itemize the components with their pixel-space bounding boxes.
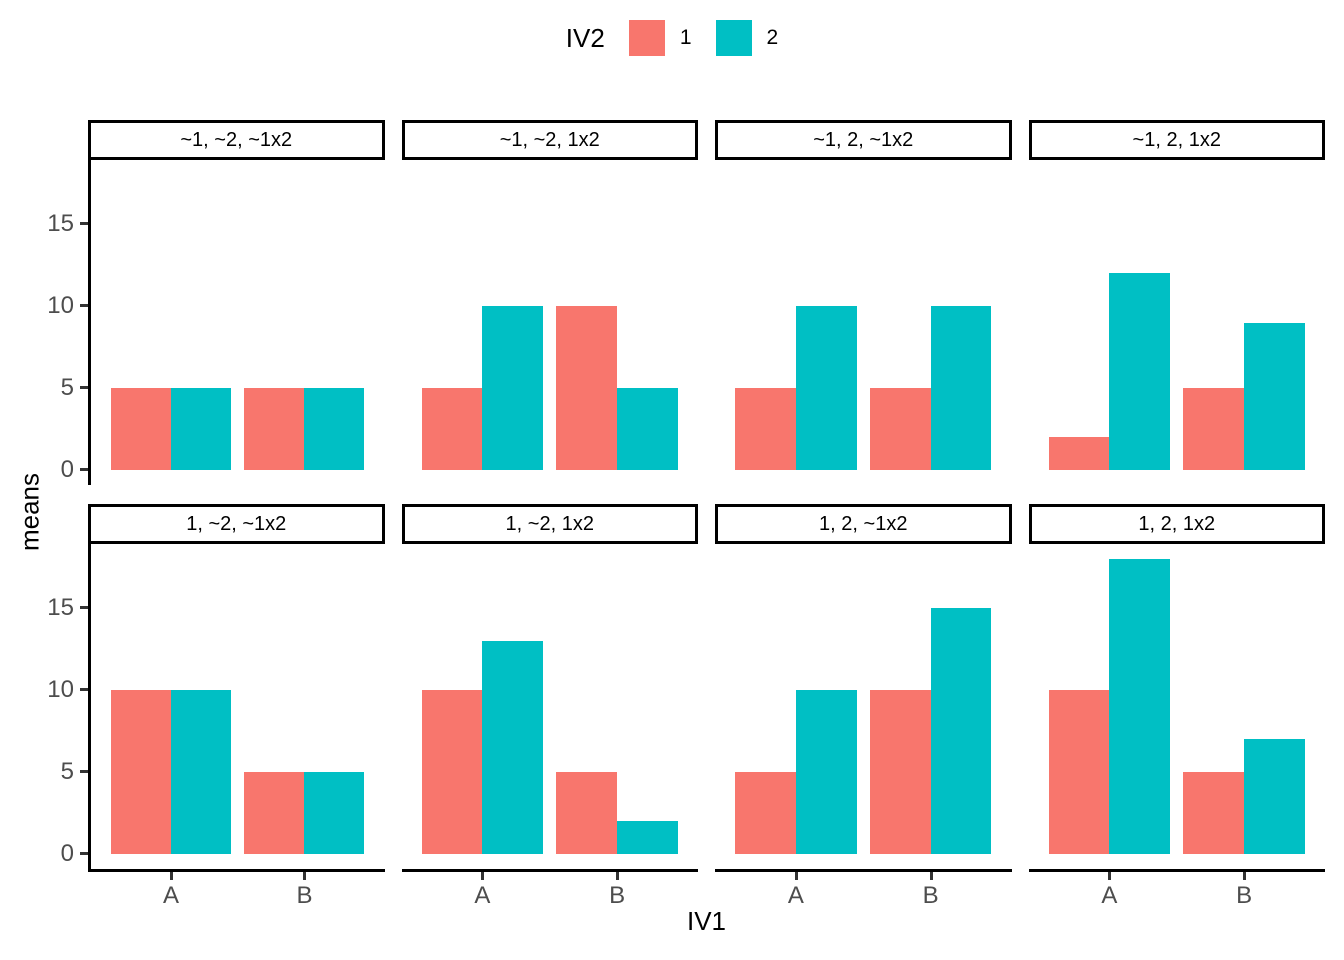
bar-A-iv2-2 [171,690,232,855]
facet-strip: ~1, ~2, ~1x2 [88,120,385,160]
legend-title: IV2 [565,22,605,53]
facet-panel [715,160,1012,485]
bar-A-iv2-2 [1109,273,1170,471]
y-axis-title: means [14,472,45,552]
facet-1: ~1, ~2, ~1x2 0 5 10 15 [47,120,385,485]
y-axis-tick [80,386,88,390]
legend-swatch-iv2-2 [715,20,752,56]
x-axis-tick-label: A [474,882,491,909]
facet-grid: ~1, ~2, ~1x2 0 5 10 15 ~1, ~2, 1x2 ~1, 2, ~1x2… [47,120,1325,908]
x-axis-tick-label: A [1101,882,1118,909]
x-axis-tick-label: B [609,882,626,909]
legend-item-iv2-2: 2 [715,20,779,56]
x-axis-tick [1108,872,1112,880]
y-axis-tick-label: 5 [60,758,74,786]
facet-strip: ~1, ~2, 1x2 [401,120,698,160]
facet-strip: 1, 2, 1x2 [1028,504,1325,544]
facet-panel [1028,160,1325,485]
y-axis-tick [80,606,88,610]
y-axis-tick-label: 15 [47,210,74,238]
x-axis-tick-label: B [296,882,313,909]
facet-strip: 1, ~2, 1x2 [401,504,698,544]
bar-B-iv2-2 [617,388,678,471]
facet-strip: 1, 2, ~1x2 [715,504,1012,544]
bar-B-iv2-2 [617,821,678,855]
legend-item-label: 1 [679,26,692,49]
bar-B-iv2-2 [930,306,992,471]
legend: IV2 1 2 [0,20,1344,56]
bar-B-iv2-2 [1244,322,1305,471]
y-axis-tick [80,688,88,692]
bar-B-iv2-1 [869,690,931,855]
facet-panel: 0 5 10 15 [47,160,385,485]
bar-A-iv2-1 [111,388,172,471]
x-axis-tick-label: B [922,882,939,909]
bar-B-iv2-1 [244,772,305,855]
bar-B-iv2-1 [869,388,931,471]
x-axis-tick [481,872,485,880]
bar-A-iv2-2 [795,690,857,855]
y-axis-tick-label: 0 [60,840,74,868]
y-axis-tick [80,770,88,774]
y-axis-tick-label: 15 [47,594,74,622]
bar-B-iv2-1 [556,772,618,855]
x-axis-tick [1243,872,1247,880]
facet-3: ~1, 2, ~1x2 [715,120,1012,485]
x-axis-tick [170,872,174,880]
facet-2: ~1, ~2, 1x2 [401,120,698,485]
bar-A-iv2-2 [1109,558,1170,855]
bar-A-iv2-1 [111,690,172,855]
facet-6: 1, ~2, 1x2 A B [401,504,698,908]
x-axis-tick [794,872,798,880]
facet-4: ~1, 2, 1x2 [1028,120,1325,485]
bar-B-iv2-2 [1244,739,1305,855]
bar-A-iv2-2 [171,388,232,471]
facet-7: 1, 2, ~1x2 A B [715,504,1012,908]
bar-A-iv2-1 [1048,437,1110,471]
facet-panel: 0 5 10 15 A B [47,544,385,908]
facet-5: 1, ~2, ~1x2 0 5 10 15 A B [47,504,385,908]
legend-swatch-iv2-1 [628,20,665,56]
legend-item-label: 2 [766,26,779,49]
bar-B-iv2-1 [556,306,618,471]
facet-panel [401,160,698,485]
x-axis-tick [929,872,933,880]
facet-strip: ~1, 2, 1x2 [1028,120,1325,160]
x-axis-tick-label: A [787,882,804,909]
y-axis-tick [80,304,88,308]
bar-B-iv2-2 [304,772,365,855]
y-axis-tick-label: 5 [60,374,74,402]
legend-item-iv2-1: 1 [628,20,692,56]
bar-B-iv2-1 [1183,388,1245,471]
y-axis-tick [80,852,88,856]
y-axis-tick [80,222,88,226]
x-axis-tick-label: B [1236,882,1253,909]
x-axis-tick [303,872,307,880]
bar-B-iv2-1 [244,388,305,471]
bar-A-iv2-2 [795,306,857,471]
x-axis-title: IV1 [686,906,727,936]
bar-A-iv2-1 [421,690,483,855]
bar-A-iv2-1 [421,388,483,471]
bar-A-iv2-1 [1048,690,1110,855]
facet-strip: 1, ~2, ~1x2 [88,504,385,544]
bar-B-iv2-2 [930,608,992,855]
bar-B-iv2-2 [304,388,365,471]
y-axis-tick-label: 10 [47,292,74,320]
y-axis-tick-label: 10 [47,676,74,704]
facet-strip: ~1, 2, ~1x2 [715,120,1012,160]
bar-A-iv2-2 [482,640,543,855]
y-axis-tick [80,468,88,472]
bar-A-iv2-2 [482,306,543,471]
bar-A-iv2-1 [735,388,796,471]
bar-A-iv2-1 [735,772,796,855]
x-axis-tick-label: A [163,882,180,909]
y-axis-tick-label: 0 [60,456,74,484]
x-axis-tick [616,872,620,880]
bar-B-iv2-1 [1183,772,1245,855]
facet-8: 1, 2, 1x2 A B [1028,504,1325,908]
